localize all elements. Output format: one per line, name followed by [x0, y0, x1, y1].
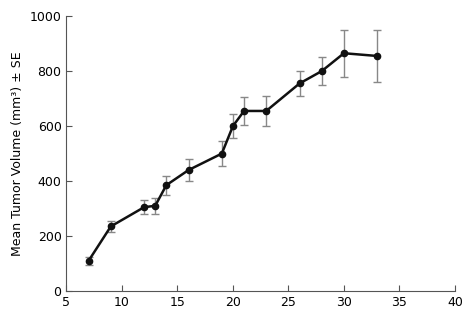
Y-axis label: Mean Tumor Volume (mm³) ± SE: Mean Tumor Volume (mm³) ± SE [11, 51, 24, 256]
